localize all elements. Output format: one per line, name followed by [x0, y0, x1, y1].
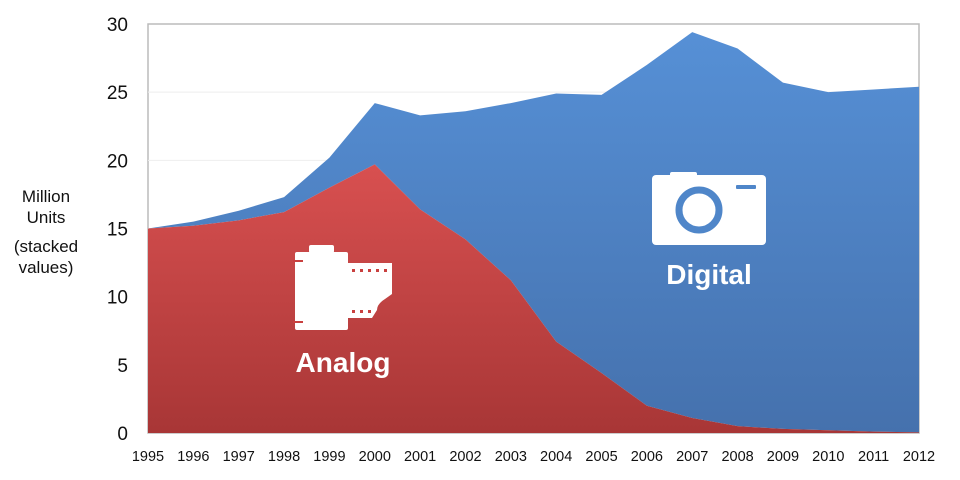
y-tick-label: 20: [107, 151, 128, 172]
film-hole: [352, 310, 355, 313]
film-hole: [352, 269, 355, 272]
film-cap: [309, 245, 334, 253]
film-hole: [384, 269, 387, 272]
y-axis-label-line: Million: [21, 187, 71, 206]
x-tick-label: 2009: [767, 449, 799, 465]
x-tick-label: 2012: [903, 449, 935, 465]
x-tick-label: 2006: [631, 449, 663, 465]
y-tick-label: 0: [117, 424, 128, 445]
area-analog: [148, 164, 919, 433]
y-axis-label-line: Units: [26, 208, 66, 227]
film-hole: [360, 310, 363, 313]
x-tick-label: 2002: [449, 449, 481, 465]
x-tick-label: 1997: [223, 449, 255, 465]
camera-body: [652, 175, 766, 245]
film-hole: [368, 310, 371, 313]
x-tick-label: 2001: [404, 449, 436, 465]
y-tick-label: 10: [107, 288, 128, 309]
x-tick-label: 2000: [359, 449, 391, 465]
film-roll-icon: [293, 245, 392, 330]
film-canister: [295, 252, 348, 330]
x-tick-label: 1995: [132, 449, 164, 465]
x-tick-label: 2007: [676, 449, 708, 465]
x-tick-label: 1999: [313, 449, 345, 465]
film-notch: [293, 321, 303, 323]
y-axis-label: Million Units (stacked values): [6, 186, 86, 278]
camera-lens: [675, 186, 723, 234]
x-tick-label: 2008: [721, 449, 753, 465]
x-tick-label: 2003: [495, 449, 527, 465]
series-label: Analog: [296, 347, 391, 378]
film-hole: [360, 269, 363, 272]
film-strip: [346, 263, 392, 318]
area-digital: [148, 32, 919, 433]
x-tick-label: 1996: [177, 449, 209, 465]
camera-flash: [736, 185, 756, 189]
x-tick-label: 2005: [585, 449, 617, 465]
y-tick-label: 30: [107, 15, 128, 36]
film-hole: [376, 269, 379, 272]
film-hole: [368, 269, 371, 272]
x-tick-label: 2010: [812, 449, 844, 465]
y-axis-label-line: values): [18, 258, 74, 277]
x-tick-label: 1998: [268, 449, 300, 465]
y-tick-label: 25: [107, 83, 128, 104]
y-tick-label: 15: [107, 220, 128, 241]
y-tick-label: 5: [117, 356, 128, 377]
y-axis-label-line: (stacked: [13, 237, 79, 256]
x-tick-label: 2011: [858, 449, 889, 465]
film-notch: [293, 260, 303, 262]
series-label: Digital: [666, 259, 752, 290]
camera-icon: [652, 172, 766, 245]
x-tick-label: 2004: [540, 449, 572, 465]
